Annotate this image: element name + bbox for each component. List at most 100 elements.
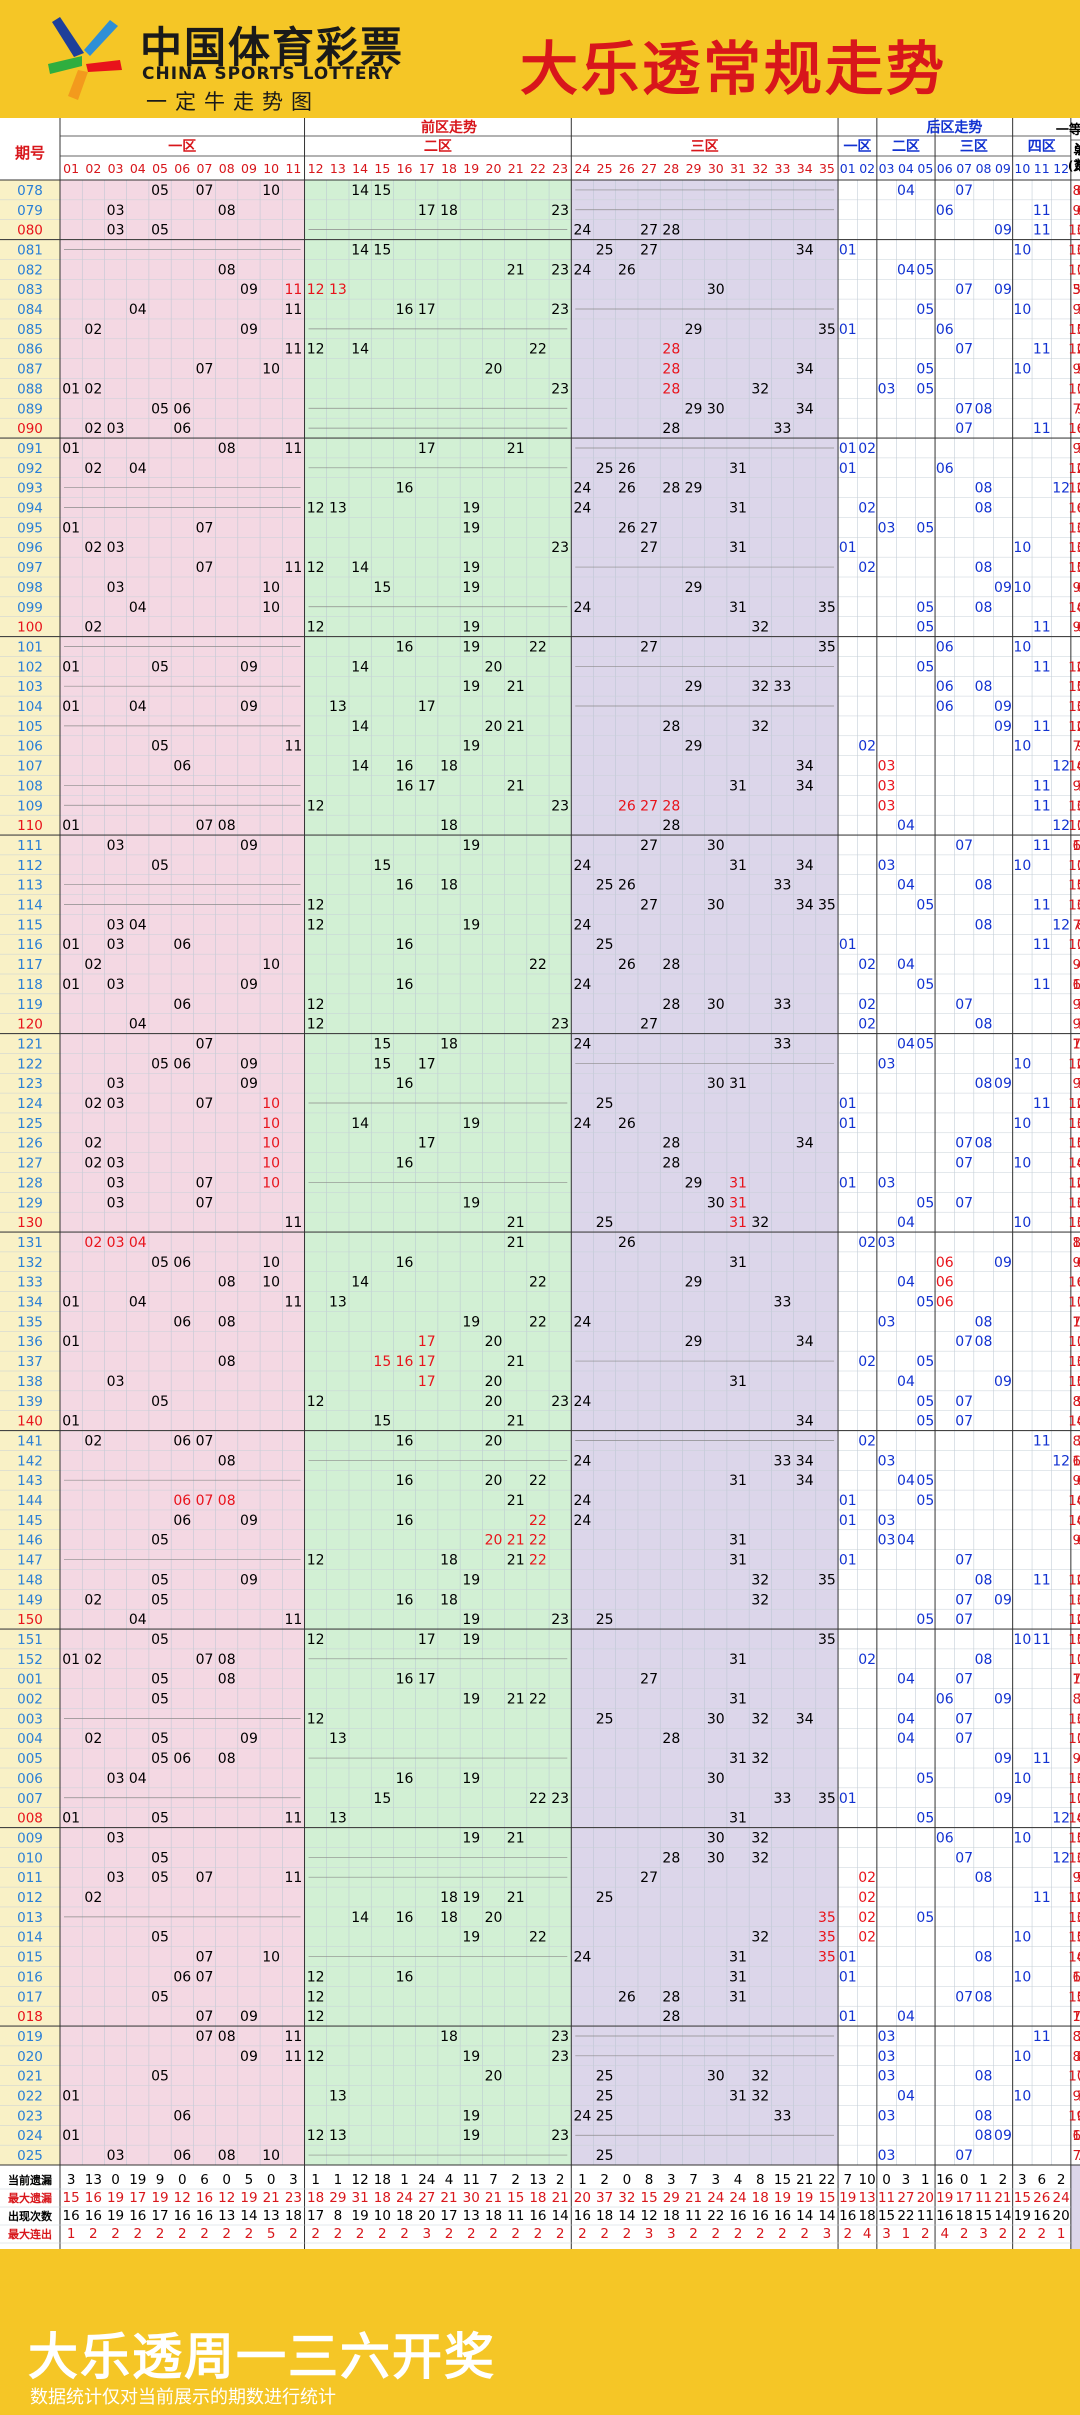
stat-front-value: 2 xyxy=(156,2226,165,2242)
front-ball: 17 xyxy=(418,1672,436,1688)
back-ball: 03 xyxy=(878,1513,896,1529)
stat-front-value: 4 xyxy=(734,2172,743,2188)
stat-front-value: 17 xyxy=(307,2208,324,2224)
front-ball: 34 xyxy=(796,1334,814,1350)
back-ball: 09 xyxy=(994,223,1012,239)
back-ball: 01 xyxy=(839,322,857,338)
back-ball: 03 xyxy=(878,2108,896,2124)
back-ball: 01 xyxy=(839,1493,857,1509)
front-ball: 21 xyxy=(507,1830,525,1846)
back-ball: 12 xyxy=(1052,759,1070,775)
front-ball: 16 xyxy=(396,1910,414,1926)
front-ball: 01 xyxy=(62,1295,80,1311)
front-ball: 27 xyxy=(640,1672,658,1688)
back-ball: 10 xyxy=(1013,1156,1031,1172)
front-column-number: 12 xyxy=(308,161,324,176)
winner-count: 1 xyxy=(1077,262,1080,278)
prize-amount: 960 xyxy=(1073,302,1080,318)
stat-front-value: 21 xyxy=(685,2190,702,2206)
front-ball: 30 xyxy=(707,1076,725,1092)
front-ball: 21 xyxy=(507,1533,525,1549)
stat-back-value: 16 xyxy=(936,2208,953,2224)
front-ball: 25 xyxy=(596,1890,614,1906)
issue-number: 016 xyxy=(17,1969,43,1985)
back-ball: 02 xyxy=(858,1017,876,1033)
front-ball: 02 xyxy=(84,540,102,556)
front-ball: 10 xyxy=(262,183,280,199)
issue-number: 101 xyxy=(17,639,43,655)
front-zone-label: 二区 xyxy=(424,139,452,155)
front-ball: 09 xyxy=(240,1056,258,1072)
front-ball: 07 xyxy=(196,1433,214,1449)
back-ball: 01 xyxy=(839,1175,857,1191)
back-ball: 04 xyxy=(897,1473,915,1489)
front-column-number: 29 xyxy=(686,161,702,176)
stat-front-value: 2 xyxy=(445,2226,454,2242)
front-ball: 01 xyxy=(62,1414,80,1430)
front-ball: 22 xyxy=(529,342,547,358)
front-ball: 07 xyxy=(196,2029,214,2045)
front-column-number: 31 xyxy=(730,161,746,176)
front-ball: 11 xyxy=(285,342,303,358)
issue-number: 119 xyxy=(17,997,43,1013)
front-ball: 29 xyxy=(685,1334,703,1350)
back-ball: 06 xyxy=(936,699,954,715)
stat-front-value: 1 xyxy=(311,2172,320,2188)
front-ball: 22 xyxy=(529,1275,547,1291)
winner-count: 14 xyxy=(1072,2128,1080,2144)
back-ball: 03 xyxy=(878,520,896,536)
front-column-number: 05 xyxy=(152,161,168,176)
back-ball: 04 xyxy=(897,1533,915,1549)
back-column-number: 02 xyxy=(859,161,875,176)
front-ball: 08 xyxy=(218,2148,236,2164)
issue-number: 143 xyxy=(17,1473,43,1489)
front-ball: 25 xyxy=(596,242,614,258)
front-ball: 10 xyxy=(262,957,280,973)
front-column-number: 03 xyxy=(108,161,124,176)
back-ball: 06 xyxy=(936,203,954,219)
stat-front-value: 24 xyxy=(418,2172,435,2188)
back-ball: 12 xyxy=(1052,481,1070,497)
back-ball: 08 xyxy=(975,917,993,933)
winner-count: 5 xyxy=(1077,560,1080,576)
front-ball: 07 xyxy=(196,1195,214,1211)
front-ball: 02 xyxy=(84,322,102,338)
stat-front-value: 2 xyxy=(511,2226,520,2242)
stat-back-value: 0 xyxy=(960,2172,969,2188)
stat-back-value: 2 xyxy=(1057,2172,1066,2188)
front-ball: 33 xyxy=(774,878,792,894)
back-ball: 02 xyxy=(858,1910,876,1926)
issue-number: 144 xyxy=(17,1493,43,1509)
stat-front-value: 1 xyxy=(334,2172,343,2188)
front-ball: 35 xyxy=(818,322,836,338)
front-ball: 17 xyxy=(418,1354,436,1370)
prize-amount: 636 xyxy=(1073,2128,1080,2144)
front-ball: 15 xyxy=(373,1354,391,1370)
front-ball: 12 xyxy=(307,560,325,576)
front-ball: 28 xyxy=(662,1731,680,1747)
front-ball: 28 xyxy=(662,1136,680,1152)
front-ball: 03 xyxy=(107,1195,125,1211)
front-ball: 18 xyxy=(440,203,458,219)
front-column-number: 07 xyxy=(197,161,213,176)
prize-amount: 889 xyxy=(1073,1235,1080,1251)
front-ball: 15 xyxy=(373,1036,391,1052)
front-ball: 20 xyxy=(485,2069,503,2085)
stat-front-value: 2 xyxy=(134,2226,143,2242)
back-ball: 11 xyxy=(1033,421,1051,437)
front-ball: 09 xyxy=(240,1513,258,1529)
prize-amount: 994 xyxy=(1073,778,1080,794)
issue-number: 108 xyxy=(17,778,43,794)
back-ball: 02 xyxy=(858,441,876,457)
front-ball: 01 xyxy=(62,818,80,834)
front-column-number: 19 xyxy=(463,161,479,176)
front-ball: 04 xyxy=(129,1771,147,1787)
back-ball: 07 xyxy=(955,1711,973,1727)
front-ball: 14 xyxy=(351,719,369,735)
